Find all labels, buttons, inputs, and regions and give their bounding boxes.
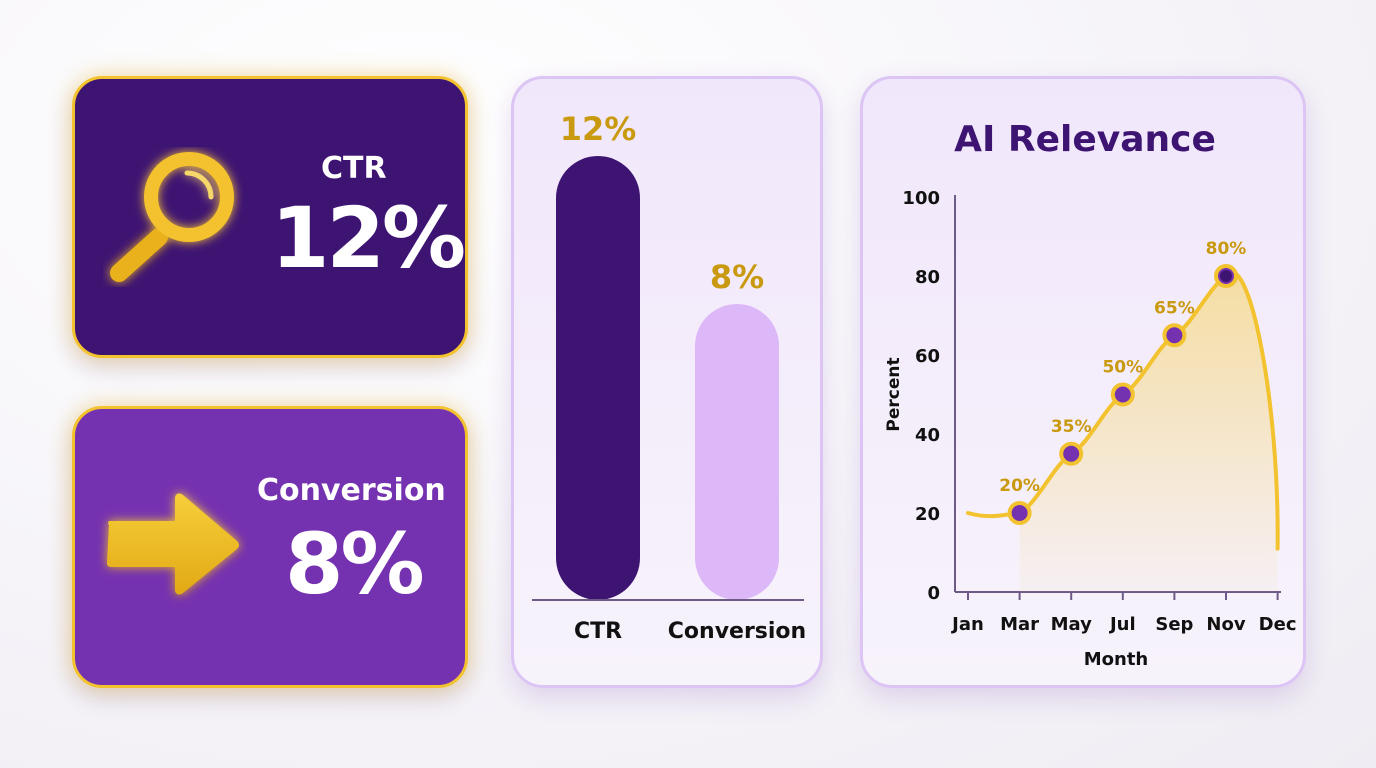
bar-ctr — [556, 156, 640, 600]
y-tick-label: 60 — [915, 346, 940, 367]
series-area — [1019, 272, 1278, 592]
x-axis-label: Month — [1084, 649, 1149, 670]
data-point-label: 35% — [1051, 417, 1092, 437]
y-tick-label: 20 — [915, 504, 940, 525]
line-chart-card: AI Relevance 0 20 40 60 80 100 Jan Mar May Jul Sep N… — [860, 76, 1306, 688]
x-tick-label: Mar — [1000, 614, 1039, 635]
line-chart: AI Relevance 0 20 40 60 80 100 Jan Mar May Jul Sep N… — [884, 119, 1297, 670]
chart-title: AI Relevance — [954, 119, 1216, 160]
ctr-label: CTR — [321, 151, 387, 186]
conversion-label: Conversion — [257, 473, 446, 508]
y-tick-label: 80 — [915, 267, 940, 288]
x-tick-label: Jul — [1108, 614, 1136, 635]
bar-chart: 12% CTR 8% Conversion — [532, 110, 806, 644]
data-point-label: 20% — [999, 476, 1040, 496]
x-tick-label: Nov — [1206, 614, 1245, 635]
bar-category-label: CTR — [574, 619, 622, 644]
conversion-value: 8% — [285, 515, 425, 613]
data-point — [1162, 323, 1187, 348]
ctr-kpi-card: CTR 12% — [72, 76, 468, 358]
conversion-kpi-card: Conversion 8% — [72, 406, 468, 688]
bar-category-label: Conversion — [668, 619, 806, 644]
ctr-value: 12% — [271, 189, 466, 287]
bar-conversion — [695, 304, 779, 600]
data-point-label: 50% — [1102, 358, 1143, 378]
data-point — [1110, 382, 1135, 407]
series-line — [966, 270, 1280, 551]
bar-value-label: 8% — [710, 258, 764, 296]
data-point — [1059, 441, 1084, 466]
bar-value-label: 12% — [560, 110, 637, 148]
data-point — [1007, 501, 1032, 525]
y-tick-label: 40 — [915, 425, 940, 446]
data-point-label: 80% — [1206, 239, 1247, 259]
y-axis-label: Percent — [884, 357, 904, 431]
x-tick-label: Dec — [1259, 614, 1297, 635]
x-tick-label: Jan — [950, 614, 984, 635]
arrow-right-icon — [107, 493, 239, 595]
peak-point-core — [1220, 270, 1232, 282]
x-tick-label: Sep — [1155, 614, 1193, 635]
y-tick-label: 0 — [927, 583, 940, 604]
x-tick-label: May — [1051, 614, 1093, 635]
magnifier-icon — [110, 152, 234, 282]
y-tick-label: 100 — [902, 188, 940, 209]
data-point-label: 65% — [1154, 298, 1195, 318]
bar-chart-card: 12% CTR 8% Conversion — [511, 76, 823, 688]
